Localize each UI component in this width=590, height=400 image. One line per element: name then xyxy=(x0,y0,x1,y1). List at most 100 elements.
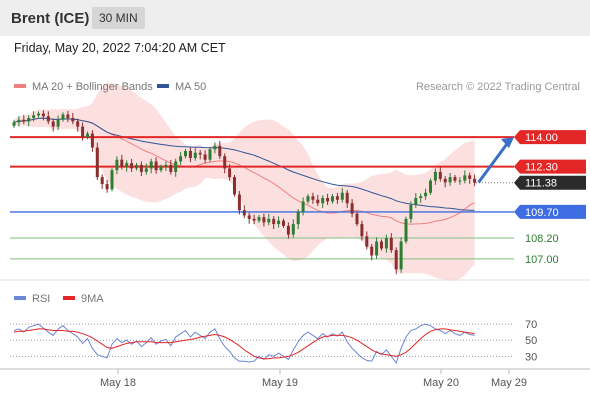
candle-body xyxy=(86,133,89,138)
candle-body xyxy=(76,121,80,127)
candle-body xyxy=(365,236,369,247)
candle-body xyxy=(326,198,330,202)
level-label: 108.20 xyxy=(525,233,559,245)
candle-body xyxy=(223,156,227,169)
level-tag xyxy=(514,130,586,145)
candle-body xyxy=(345,192,349,204)
rsi-tick-label: 70 xyxy=(525,319,537,331)
candle-body xyxy=(424,192,428,197)
rsi-tick-label: 30 xyxy=(525,351,537,363)
candle-body xyxy=(46,116,50,122)
candle-body xyxy=(149,161,153,169)
level-label: 107.00 xyxy=(525,254,559,266)
candle-body xyxy=(27,117,31,122)
candle-body xyxy=(179,156,183,162)
candle-body xyxy=(37,113,40,116)
candle-body xyxy=(257,217,261,221)
candle-body xyxy=(105,184,109,190)
candle-body xyxy=(135,164,138,169)
instrument-title: Brent (ICE) xyxy=(11,10,90,27)
candle-body xyxy=(384,238,388,249)
x-tick-label: May 19 xyxy=(262,377,298,389)
legend-label-ma20: MA 20 + Bollinger Bands xyxy=(32,81,153,93)
legend-swatch-rsi-ma xyxy=(63,296,75,300)
candle-body xyxy=(282,220,285,226)
candle-body xyxy=(296,211,300,225)
candle-body xyxy=(81,126,85,138)
candle-body xyxy=(32,115,36,118)
candle-body xyxy=(61,114,65,120)
candle-body xyxy=(154,161,158,171)
candle-body xyxy=(468,175,472,179)
candle-body xyxy=(409,204,413,219)
candle-body xyxy=(56,119,60,127)
candle-body xyxy=(311,196,315,200)
candle-body xyxy=(414,198,418,205)
candle-body xyxy=(193,152,197,158)
candle-body xyxy=(286,225,290,235)
candle-body xyxy=(301,201,305,212)
candle-body xyxy=(120,159,124,167)
candle-body xyxy=(272,218,276,225)
bollinger-band xyxy=(14,83,475,281)
candle-body xyxy=(242,210,246,216)
candle-body xyxy=(306,196,310,202)
level-tag xyxy=(514,175,586,190)
candle-body xyxy=(159,166,163,171)
x-tick-label: May 29 xyxy=(491,377,527,389)
copyright-label: Research © 2022 Trading Central xyxy=(416,81,580,93)
candle-body xyxy=(66,114,70,118)
timeframe-badge[interactable]: 30 MIN xyxy=(92,7,145,29)
forecast-arrow-head xyxy=(501,137,514,149)
candle-body xyxy=(125,163,129,167)
x-tick-label: May 20 xyxy=(423,377,459,389)
candle-body xyxy=(174,161,178,172)
candle-body xyxy=(267,218,271,223)
candle-body xyxy=(144,168,148,172)
legend-label-ma50: MA 50 xyxy=(175,81,206,93)
candle-body xyxy=(228,168,232,178)
candle-body xyxy=(399,241,403,270)
rsi-line xyxy=(13,323,475,364)
candle-body xyxy=(90,133,94,148)
candle-body xyxy=(429,180,432,193)
candle-body xyxy=(335,196,339,200)
candle-body xyxy=(71,117,75,122)
candle-body xyxy=(277,220,281,225)
candle-body xyxy=(350,203,354,214)
level-label: 111.38 xyxy=(525,178,557,190)
candle-body xyxy=(404,218,408,242)
candle-body xyxy=(380,241,383,249)
level-label: 112.30 xyxy=(525,162,558,174)
legend-swatch-ma50 xyxy=(157,84,169,88)
x-tick-label: May 18 xyxy=(100,377,136,389)
chart-datetime: Friday, May 20, 2022 7:04:20 AM CET xyxy=(14,41,226,55)
candle-body xyxy=(95,147,99,178)
candle-body xyxy=(375,241,379,256)
chart-header: Brent (ICE) 30 MIN xyxy=(0,0,590,36)
candle-body xyxy=(12,122,16,126)
candle-body xyxy=(389,238,393,251)
candle-body xyxy=(164,164,168,167)
legend-label-rsi: RSI xyxy=(32,293,50,305)
candle-body xyxy=(473,178,477,183)
candle-body xyxy=(218,145,222,157)
candle-body xyxy=(438,171,442,179)
candle-body xyxy=(213,145,217,150)
candle-body xyxy=(208,149,212,160)
candle-body xyxy=(41,113,45,117)
candle-body xyxy=(115,159,119,171)
candle-body xyxy=(247,215,251,219)
forecast-arrow xyxy=(477,140,511,184)
legend-swatch-ma20 xyxy=(14,84,26,88)
candle-body xyxy=(321,198,325,204)
candle-body xyxy=(51,121,55,127)
level-tag xyxy=(514,159,586,174)
candle-body xyxy=(188,151,192,158)
candle-body xyxy=(262,217,266,223)
candle-body xyxy=(233,177,236,195)
candle-body xyxy=(22,119,26,122)
candle-body xyxy=(110,170,114,190)
candle-body xyxy=(184,151,187,157)
candle-body xyxy=(355,213,359,225)
